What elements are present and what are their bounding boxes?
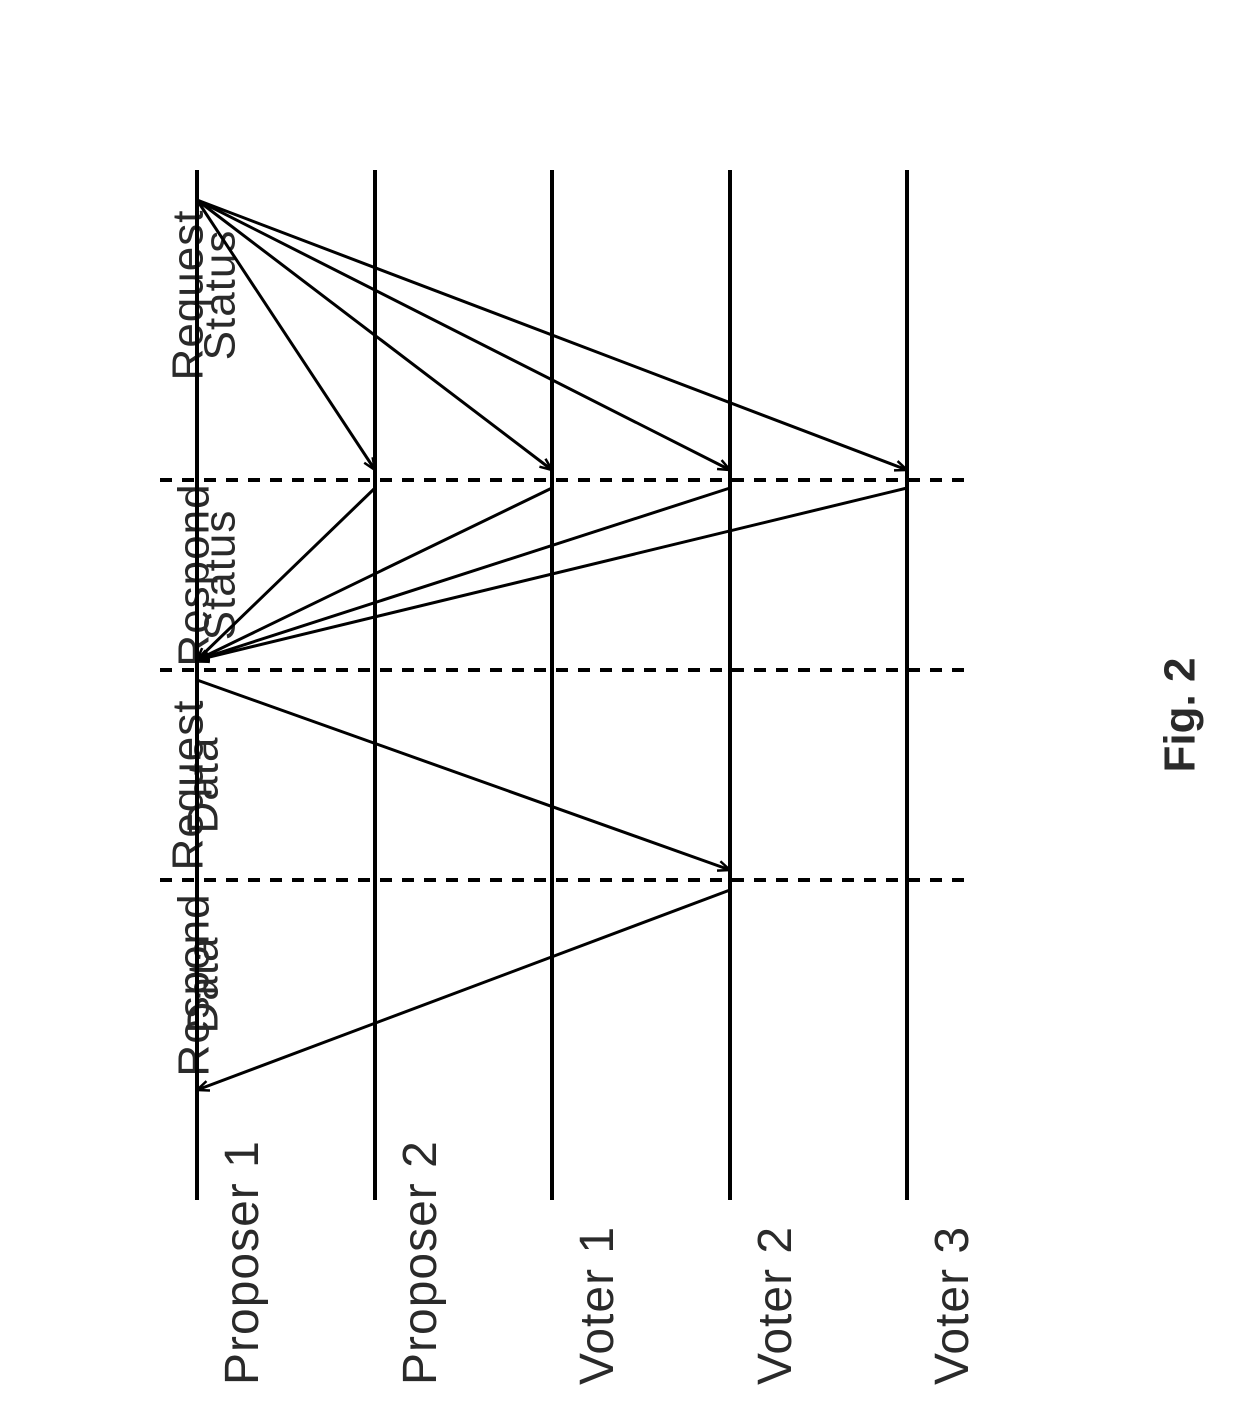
message-arrow-9 <box>197 890 730 1090</box>
message-arrow-0 <box>197 200 375 470</box>
diagram-svg <box>0 0 1240 1407</box>
message-arrow-6 <box>197 488 730 660</box>
message-arrow-2 <box>197 200 730 470</box>
message-arrow-8 <box>197 680 730 870</box>
message-arrow-4 <box>197 488 375 660</box>
sequence-diagram: Request Status Respond Status Request Da… <box>0 0 1240 1407</box>
